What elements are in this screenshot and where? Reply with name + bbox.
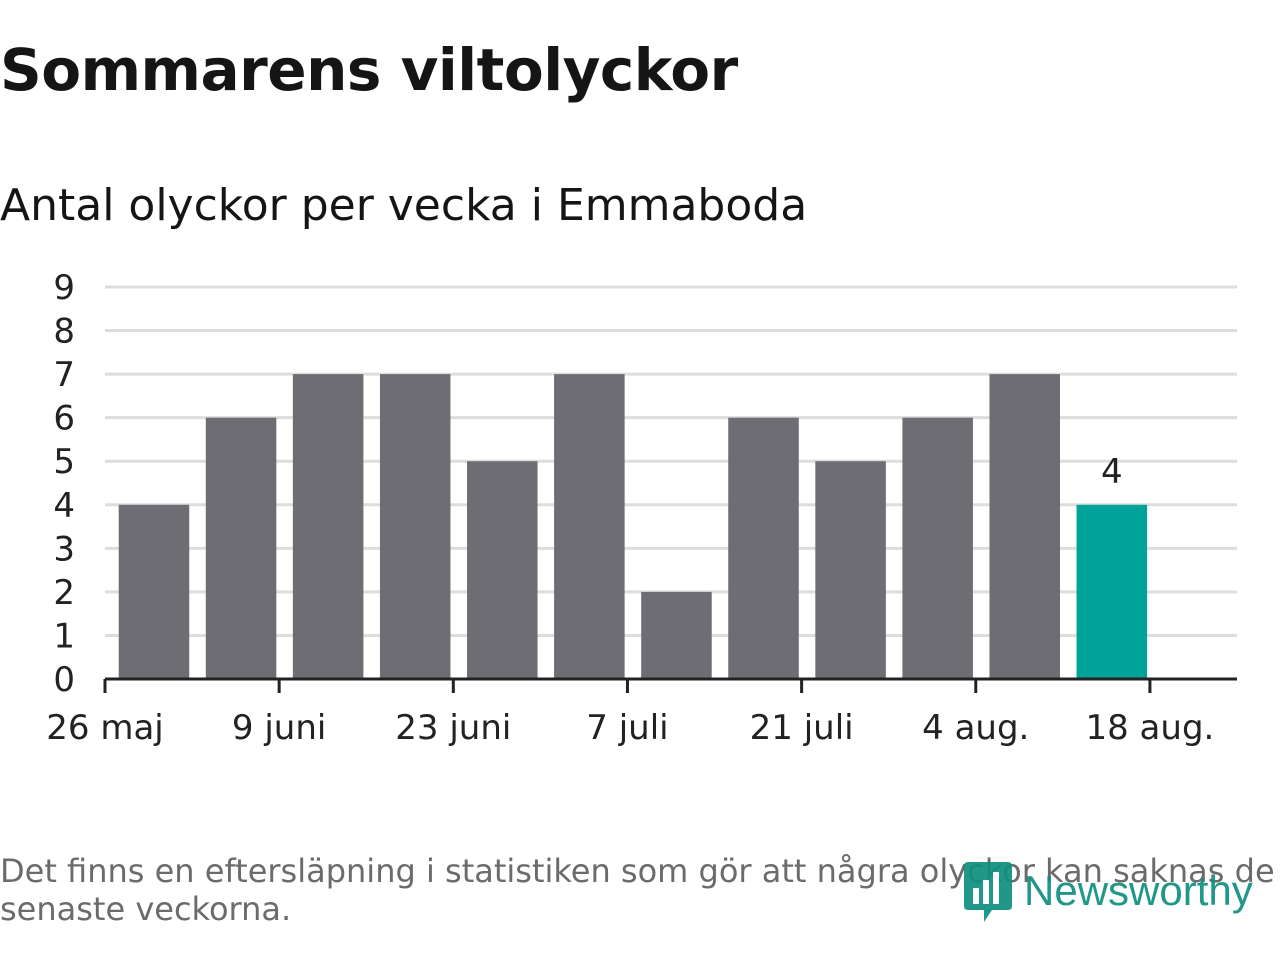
x-tick-label: 26 maj xyxy=(46,708,163,748)
bar xyxy=(902,417,973,679)
bar xyxy=(118,504,190,679)
footnote: Det finns en eftersläpning i statistiken… xyxy=(0,852,1275,928)
y-tick-label: 7 xyxy=(53,355,75,395)
bar xyxy=(554,374,625,679)
bar xyxy=(292,374,364,679)
y-tick-label: 8 xyxy=(53,312,75,352)
data-label: 4 xyxy=(1101,452,1123,492)
y-tick-label: 4 xyxy=(53,486,75,526)
bar xyxy=(379,374,451,679)
y-tick-label: 5 xyxy=(53,442,75,482)
y-tick-label: 0 xyxy=(53,660,75,700)
y-tick-label: 3 xyxy=(53,529,75,569)
bar xyxy=(467,461,538,679)
bar xyxy=(989,374,1061,679)
x-tick-label: 21 juli xyxy=(750,708,854,748)
x-tick-label: 9 juni xyxy=(232,708,326,748)
brand-name: Newsworthy xyxy=(1024,867,1253,914)
x-tick-label: 23 juni xyxy=(395,708,511,748)
y-tick-label: 9 xyxy=(53,268,75,308)
x-tick-label: 4 aug. xyxy=(922,708,1029,748)
y-tick-label: 2 xyxy=(53,573,75,613)
bar xyxy=(641,591,712,679)
x-tick-label: 7 juli xyxy=(586,708,668,748)
bar xyxy=(815,461,886,679)
bar-highlighted xyxy=(1076,504,1148,679)
y-tick-label: 6 xyxy=(53,399,75,439)
newsworthy-logo: Newsworthy xyxy=(962,858,1253,924)
chart-title: Sommarens viltolyckor xyxy=(0,36,738,104)
chart-subtitle: Antal olyckor per vecka i Emmaboda xyxy=(0,180,808,231)
bar xyxy=(728,417,799,679)
y-tick-label: 1 xyxy=(53,616,75,656)
bar-chart-logo-icon xyxy=(964,862,1012,922)
bar xyxy=(205,417,277,679)
x-tick-label: 18 aug. xyxy=(1085,708,1214,748)
